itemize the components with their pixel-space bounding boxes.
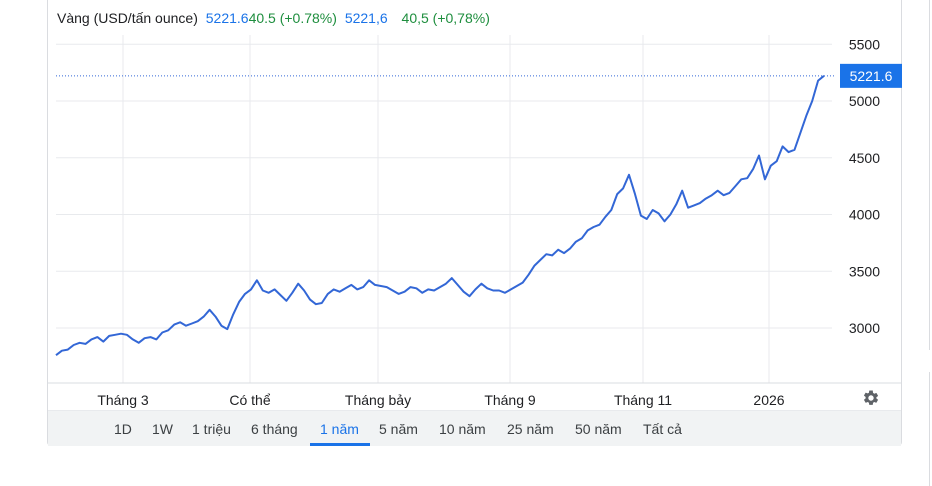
x-tick-label: Tháng bảy xyxy=(345,392,411,408)
price-change: 40.5 (+0.78%) xyxy=(248,10,337,26)
side-divider-lower xyxy=(929,372,930,486)
x-tick-label: Có thể xyxy=(229,392,270,408)
x-tick-label: 2026 xyxy=(753,392,784,408)
gear-icon[interactable] xyxy=(862,389,880,407)
range-6m[interactable]: 6 tháng xyxy=(251,421,298,437)
y-tick-label: 4000 xyxy=(849,207,880,223)
range-25y[interactable]: 25 năm xyxy=(507,421,554,437)
current-value-badge xyxy=(840,63,902,88)
y-tick-label: 5500 xyxy=(849,36,880,52)
range-selector: 1D 1W 1 triệu 6 tháng 1 năm 5 năm 10 năm… xyxy=(48,410,901,446)
side-divider xyxy=(929,0,930,350)
price-series-line[interactable] xyxy=(55,75,825,356)
active-range-indicator xyxy=(310,443,370,446)
range-1d[interactable]: 1D xyxy=(114,421,132,437)
x-tick-label: Tháng 3 xyxy=(97,392,149,408)
instrument-title: Vàng (USD/tấn ounce) xyxy=(57,10,198,26)
quote-header: Vàng (USD/tấn ounce) 5221.640.5 (+0.78%)… xyxy=(57,10,490,26)
range-1w[interactable]: 1W xyxy=(152,421,173,437)
x-tick-label: Tháng 9 xyxy=(484,392,536,408)
current-price: 5221.6 xyxy=(205,10,249,26)
range-all[interactable]: Tất cả xyxy=(643,421,682,437)
range-1y[interactable]: 1 năm xyxy=(320,421,359,437)
range-5y[interactable]: 5 năm xyxy=(379,421,418,437)
x-tick-label: Tháng 11 xyxy=(614,392,672,408)
range-50y[interactable]: 50 năm xyxy=(575,421,622,437)
range-1m[interactable]: 1 triệu xyxy=(192,421,231,437)
y-tick-label: 3000 xyxy=(849,320,880,336)
range-10y[interactable]: 10 năm xyxy=(439,421,486,437)
current-price-alt: 5221,6 xyxy=(344,10,388,26)
chart-card xyxy=(47,0,902,446)
y-tick-label: 3500 xyxy=(849,263,880,279)
price-change-alt: 40,5 (+0,78%) xyxy=(401,10,490,26)
y-tick-label: 4500 xyxy=(849,150,880,166)
y-tick-label: 5000 xyxy=(849,93,880,109)
current-value-label: 5221.6 xyxy=(850,68,893,84)
